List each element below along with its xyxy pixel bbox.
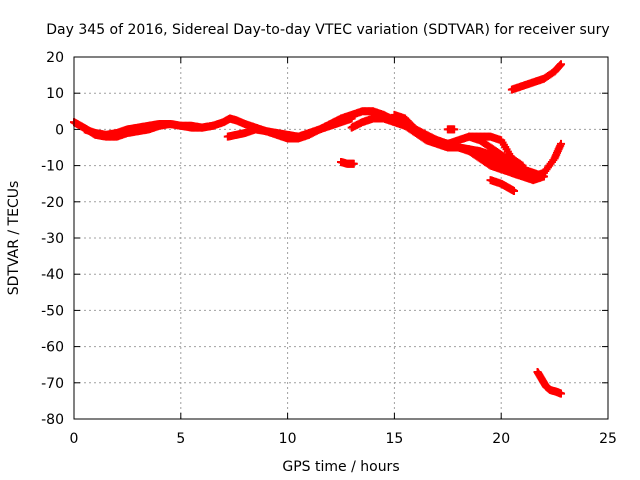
x-tick-label: 0 (70, 431, 79, 447)
series-track-9 (507, 60, 566, 94)
data-point (539, 172, 548, 181)
data-point (557, 139, 566, 148)
axis-ticks: 0 5 10 15 20 25 20 10 0 -10 -20 -30 -40 -50 -60 -70 -80 (41, 50, 617, 447)
data-point (450, 125, 459, 134)
x-tick-label: 5 (176, 431, 185, 447)
series-track-3 (223, 114, 356, 141)
data-points (70, 60, 566, 398)
y-tick-label: -60 (41, 340, 64, 356)
x-axis-label: GPS time / hours (282, 459, 399, 475)
data-point (349, 159, 358, 168)
x-tick-label: 25 (599, 431, 617, 447)
series-track-2 (80, 119, 217, 139)
y-tick-label: -80 (41, 412, 64, 428)
data-point (208, 121, 217, 130)
y-tick-label: -50 (41, 303, 64, 319)
y-tick-label: -40 (41, 267, 64, 283)
series-track-11 (337, 157, 358, 168)
y-tick-label: 10 (46, 86, 64, 102)
y-tick-label: -20 (41, 195, 64, 211)
series-track-10 (533, 367, 566, 398)
data-point (557, 60, 566, 69)
grid-lines (74, 57, 608, 419)
y-tick-label: -10 (41, 159, 64, 175)
x-tick-label: 15 (385, 431, 403, 447)
series-track-8 (486, 176, 519, 195)
series-track-12 (443, 125, 459, 134)
data-point (510, 186, 519, 195)
data-point (557, 389, 566, 398)
series-track-7 (465, 132, 548, 181)
data-point (347, 114, 356, 123)
x-tick-label: 20 (492, 431, 510, 447)
y-tick-label: -70 (41, 376, 64, 392)
x-tick-label: 10 (279, 431, 297, 447)
y-axis-label: SDTVAR / TECUs (6, 181, 22, 296)
chart-title: Day 345 of 2016, Sidereal Day-to-day VTE… (46, 22, 609, 38)
y-tick-label: 20 (46, 50, 64, 66)
y-tick-label: 0 (55, 122, 64, 138)
y-tick-label: -30 (41, 231, 64, 247)
